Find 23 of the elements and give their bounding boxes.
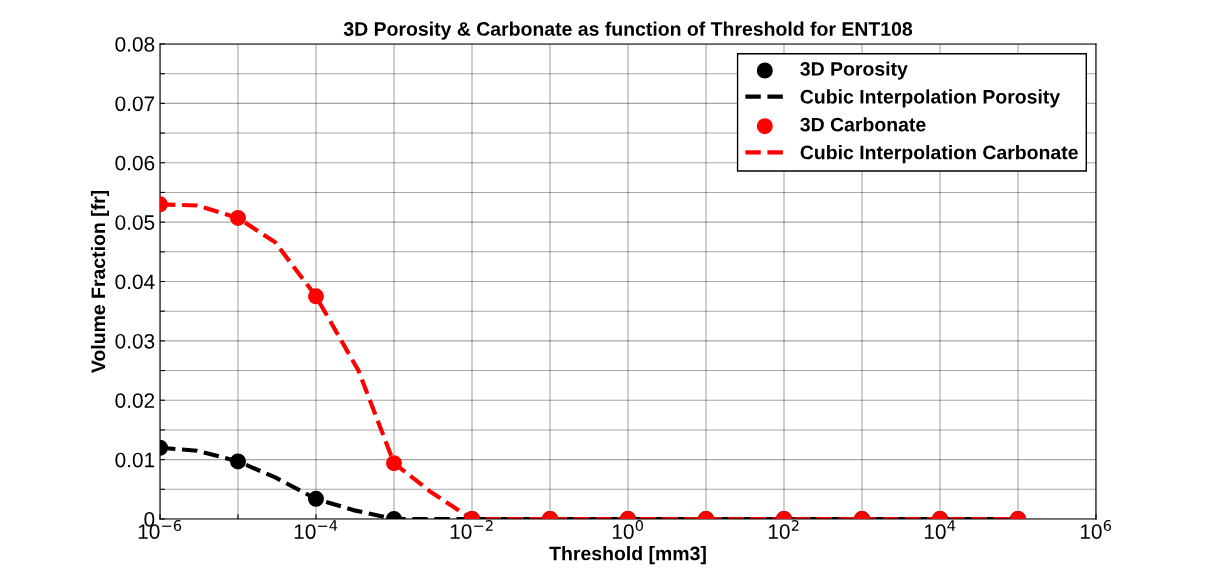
point — [308, 288, 324, 305]
y-tick-label: 0.05 — [115, 215, 155, 230]
y-tick-label: 0.08 — [115, 37, 155, 52]
y-axis-title: Volume Fraction [fr] — [90, 190, 110, 374]
y-tick-label: 0.07 — [115, 96, 155, 112]
x-tick-label: 10$^{4}$ — [924, 520, 956, 540]
y-tick-label: 0.02 — [115, 393, 155, 408]
legend-label: Cubic Interpolation Carbonate — [800, 145, 1078, 164]
legend-label: Cubic Interpolation Porosity — [800, 89, 1061, 108]
x-tick-label: 10$^{−4}$ — [294, 520, 338, 540]
legend-label: 3D Porosity — [800, 61, 908, 80]
x-axis-title: Threshold [mm3] — [549, 546, 706, 565]
point — [230, 209, 246, 226]
chart-title: 3D Porosity & Carbonate as function of Threshold for ENT108 — [343, 21, 913, 40]
y-tick-label: 0.03 — [115, 333, 155, 349]
y-tick-label: 0.06 — [115, 155, 155, 171]
y-tick-label: 0.04 — [115, 274, 155, 290]
y-tick-label: 0.01 — [115, 452, 155, 468]
x-tick-label: 10$^{2}$ — [768, 520, 799, 539]
legend-label: 3D Carbonate — [800, 117, 926, 132]
x-tick-label: 10$^{−2}$ — [450, 520, 493, 539]
x-tick-label: 10$^{0}$ — [612, 520, 644, 539]
x-tick-label: 10$^{6}$ — [1080, 520, 1112, 539]
